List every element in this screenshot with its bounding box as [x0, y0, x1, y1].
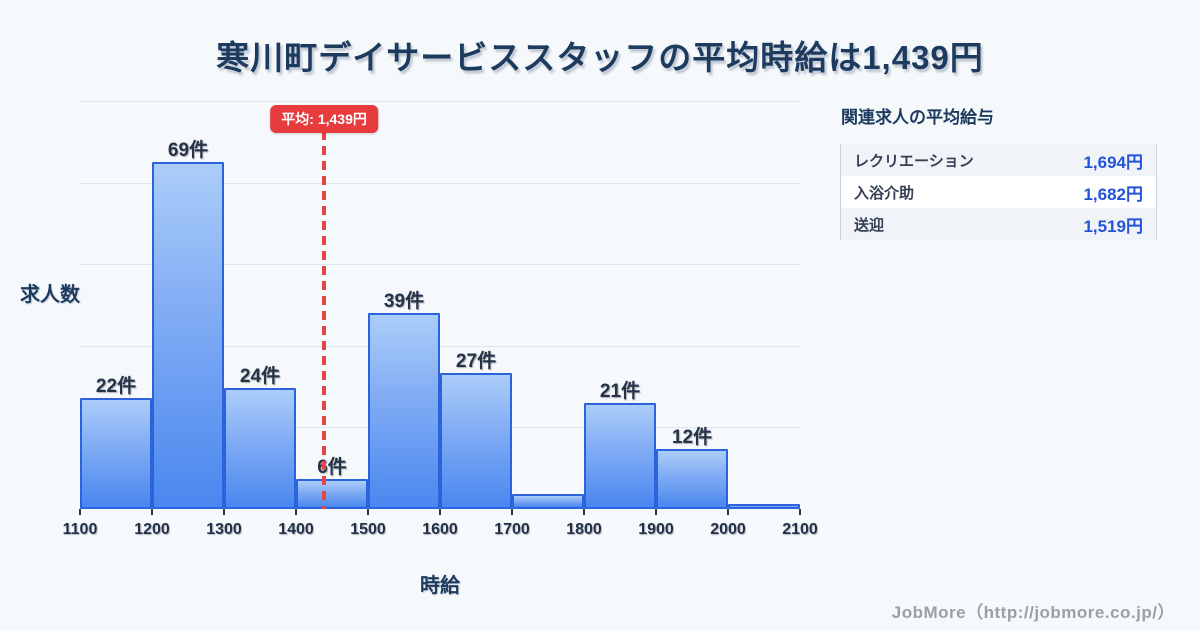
histogram-bar-1100-1200: [80, 398, 152, 509]
x-axis-tick-label: 2000: [710, 521, 746, 538]
x-axis-tick-label: 1200: [134, 521, 170, 538]
x-axis-tick-label: 1100: [62, 521, 98, 538]
x-axis-tick: [511, 509, 513, 515]
y-axis-label: 求人数: [20, 284, 80, 306]
table-row: 入浴介助 1,682円: [841, 176, 1156, 208]
related-salary-table: レクリエーション 1,694円 入浴介助 1,682円 送迎 1,519円: [840, 144, 1157, 240]
x-axis-tick-label: 1800: [566, 521, 602, 538]
x-axis-tick-label: 1600: [422, 521, 458, 538]
x-axis-tick-label: 1400: [278, 521, 314, 538]
bar-count-label: 22件: [95, 376, 137, 397]
row-label: 入浴介助: [854, 184, 915, 202]
histogram-bar-1600-1700: [440, 373, 512, 509]
x-axis-tick-label: 1900: [638, 521, 674, 538]
x-axis-tick: [367, 509, 369, 515]
row-value: 1,682円: [1083, 184, 1143, 204]
gridline: [80, 101, 800, 102]
gridline: [80, 345, 800, 347]
average-line: [322, 131, 327, 509]
bar-count-label: 12件: [671, 427, 713, 448]
gridline: [80, 264, 800, 266]
histogram-bar-1500-1600: [368, 313, 440, 509]
gridline: [80, 182, 800, 184]
x-axis-tick: [79, 509, 81, 515]
side-panel-heading: 関連求人の平均給与: [841, 108, 994, 127]
row-label: 送迎: [854, 216, 885, 234]
histogram-bar-1200-1300: [152, 162, 224, 509]
x-axis-tick-label: 1700: [494, 521, 530, 538]
x-axis-tick-label: 1300: [206, 521, 242, 538]
x-axis-tick: [655, 509, 657, 515]
bar-count-label: 21件: [599, 381, 641, 402]
x-axis-tick-label: 1500: [350, 521, 386, 538]
average-badge: 平均: 1,439円: [270, 105, 378, 133]
row-value: 1,519円: [1083, 216, 1143, 236]
histogram-bar-1700-1800: [512, 494, 584, 509]
x-axis-tick: [223, 509, 225, 515]
bar-count-label: 24件: [239, 366, 281, 387]
histogram-bar-1400-1500: [296, 479, 368, 509]
x-axis-tick: [151, 509, 153, 515]
bar-count-label: 27件: [455, 351, 497, 372]
x-axis-tick: [583, 509, 585, 515]
x-axis-label: 時給: [420, 575, 460, 597]
histogram-bar-2000-2100: [728, 504, 800, 509]
histogram-bar-1300-1400: [224, 388, 296, 509]
table-row: レクリエーション 1,694円: [841, 144, 1156, 176]
x-axis-tick: [799, 509, 801, 515]
row-label: レクリエーション: [854, 152, 974, 170]
x-axis-tick: [439, 509, 441, 515]
x-axis-tick: [295, 509, 297, 515]
page-title: 寒川町デイサービススタッフの平均時給は1,439円: [216, 39, 984, 76]
x-axis-tick-label: 2100: [782, 521, 818, 538]
bar-count-label: 39件: [383, 291, 425, 312]
bar-count-label: 69件: [167, 140, 209, 161]
x-axis-tick: [727, 509, 729, 515]
row-value: 1,694円: [1083, 152, 1143, 172]
histogram-bar-1800-1900: [584, 403, 656, 509]
histogram-bar-1900-2000: [656, 449, 728, 509]
site-credit: JobMore（http://jobmore.co.jp/）: [891, 603, 1175, 622]
table-row: 送迎 1,519円: [841, 208, 1156, 240]
